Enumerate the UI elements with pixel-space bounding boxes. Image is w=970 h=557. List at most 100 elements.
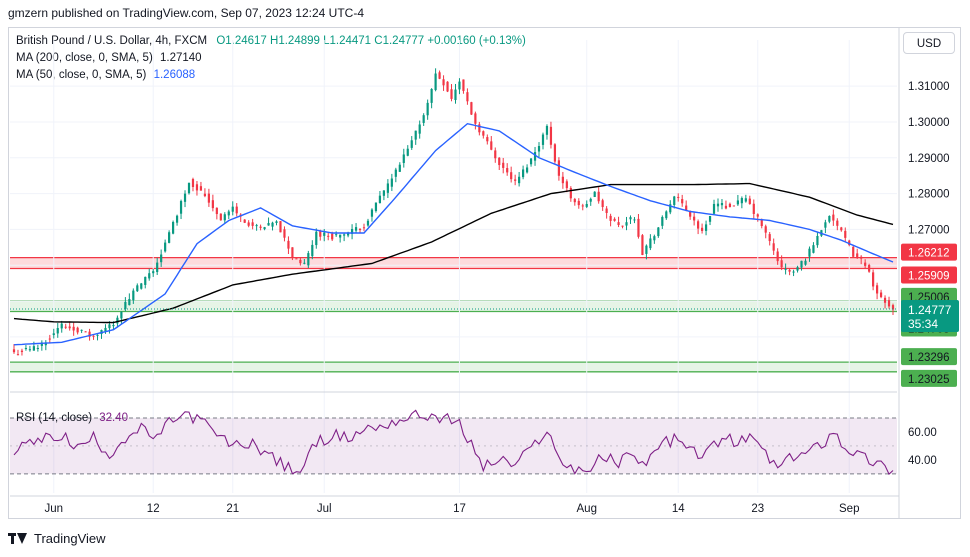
candle-up <box>60 323 63 329</box>
candle-up <box>32 346 35 351</box>
candle-up <box>144 276 147 285</box>
rsi-line <box>13 409 894 476</box>
candle-down <box>48 338 51 340</box>
candle-up <box>828 215 831 222</box>
candle-up <box>168 232 171 243</box>
candle-down <box>553 144 557 162</box>
ma50-value: 1.26088 <box>153 69 196 81</box>
candle-up <box>816 235 819 246</box>
candle-up <box>52 333 55 336</box>
candle-up <box>382 190 385 196</box>
candle-down <box>689 211 692 217</box>
candle-up <box>454 89 457 101</box>
candle-down <box>327 235 330 237</box>
candle-down <box>498 157 501 166</box>
open-value: O1.24617 <box>216 35 267 47</box>
candle-up <box>108 324 111 329</box>
candle-down <box>879 292 883 298</box>
candle-up <box>96 334 99 336</box>
currency-button[interactable]: USD <box>903 32 955 54</box>
candle-up <box>343 234 346 236</box>
candle-up <box>704 224 708 231</box>
zone-price-label-tag <box>901 243 957 261</box>
candle-down <box>259 226 262 228</box>
candle-up <box>402 154 405 163</box>
candle-down <box>788 269 791 272</box>
candle-down <box>732 205 736 207</box>
candle-down <box>251 222 254 226</box>
candle-down <box>446 81 449 92</box>
candle-down <box>506 168 509 173</box>
legend-ma50-row[interactable]: MA (50, close, 0, SMA, 5) 1.26088 <box>16 69 195 81</box>
candle-up <box>796 267 799 271</box>
candle-up <box>179 201 183 214</box>
candle-up <box>255 225 258 227</box>
candle-up <box>378 195 382 203</box>
candle-down <box>772 243 775 251</box>
candle-up <box>366 220 370 226</box>
candle-up <box>589 198 592 202</box>
candle-down <box>621 225 624 227</box>
candle-down <box>16 354 20 356</box>
legend-ma200-row[interactable]: MA (200, close, 0, SMA, 5) 1.27140 <box>16 52 202 64</box>
candle-down <box>565 181 568 189</box>
candle-up <box>824 222 827 228</box>
ma200-line <box>13 182 894 324</box>
candle-up <box>40 342 43 346</box>
candle-down <box>235 206 238 214</box>
candle-up <box>128 299 131 306</box>
candle-down <box>617 222 620 225</box>
candle-up <box>529 158 533 165</box>
candle-up <box>339 234 342 238</box>
candle-down <box>836 220 839 226</box>
candle-down <box>72 326 75 331</box>
candle-up <box>303 262 306 264</box>
candle-up <box>633 219 636 221</box>
footer-brand[interactable]: TradingView <box>8 531 106 546</box>
ma200-value: 1.27140 <box>159 52 202 64</box>
candle-up <box>625 222 628 226</box>
candle-up <box>307 253 310 266</box>
candle-up <box>812 245 815 253</box>
high-value: H1.24899 <box>270 35 320 47</box>
time-tick-label: 17 <box>453 503 466 515</box>
candle-down <box>756 214 759 217</box>
ma200-label: MA (200, close, 0, SMA, 5) <box>16 52 153 64</box>
price-tick-label: 1.27000 <box>908 224 950 236</box>
candle-down <box>211 200 214 209</box>
candle-down <box>203 193 207 197</box>
candle-up <box>140 283 143 289</box>
candle-down <box>832 214 835 221</box>
candle-down <box>577 200 580 206</box>
candle-up <box>673 196 676 206</box>
change-value: +0.00160 (+0.13%) <box>427 35 526 47</box>
candle-up <box>275 221 278 223</box>
time-tick-label: Aug <box>577 503 597 515</box>
bar-countdown-label: 35:34 <box>908 317 938 331</box>
candle-down <box>466 92 469 102</box>
candle-down <box>700 227 704 231</box>
candle-up <box>311 244 314 257</box>
candle-up <box>661 216 664 226</box>
candle-up <box>175 215 179 223</box>
candle-up <box>593 191 596 197</box>
candle-down <box>502 162 505 168</box>
candle-up <box>354 227 358 231</box>
ma50-line <box>13 122 894 346</box>
symbol-title[interactable]: British Pound / U.S. Dollar, 4h, FXCM <box>16 35 208 47</box>
candle-down <box>219 213 222 221</box>
candle-down <box>856 253 859 258</box>
candle-up <box>36 347 39 349</box>
candle-up <box>784 268 787 270</box>
candle-up <box>120 311 123 319</box>
candle-down <box>295 258 298 260</box>
candle-up <box>808 248 811 257</box>
candle-down <box>891 305 895 310</box>
candle-down <box>561 176 564 184</box>
candle-down <box>872 272 875 287</box>
candle-up <box>792 271 795 273</box>
published-by-text: gmzern published on TradingView.com, Sep… <box>8 6 364 20</box>
candle-down <box>482 131 485 136</box>
candle-down <box>760 219 763 227</box>
legend-rsi-row[interactable]: RSI (14, close) 32.40 <box>16 412 128 424</box>
